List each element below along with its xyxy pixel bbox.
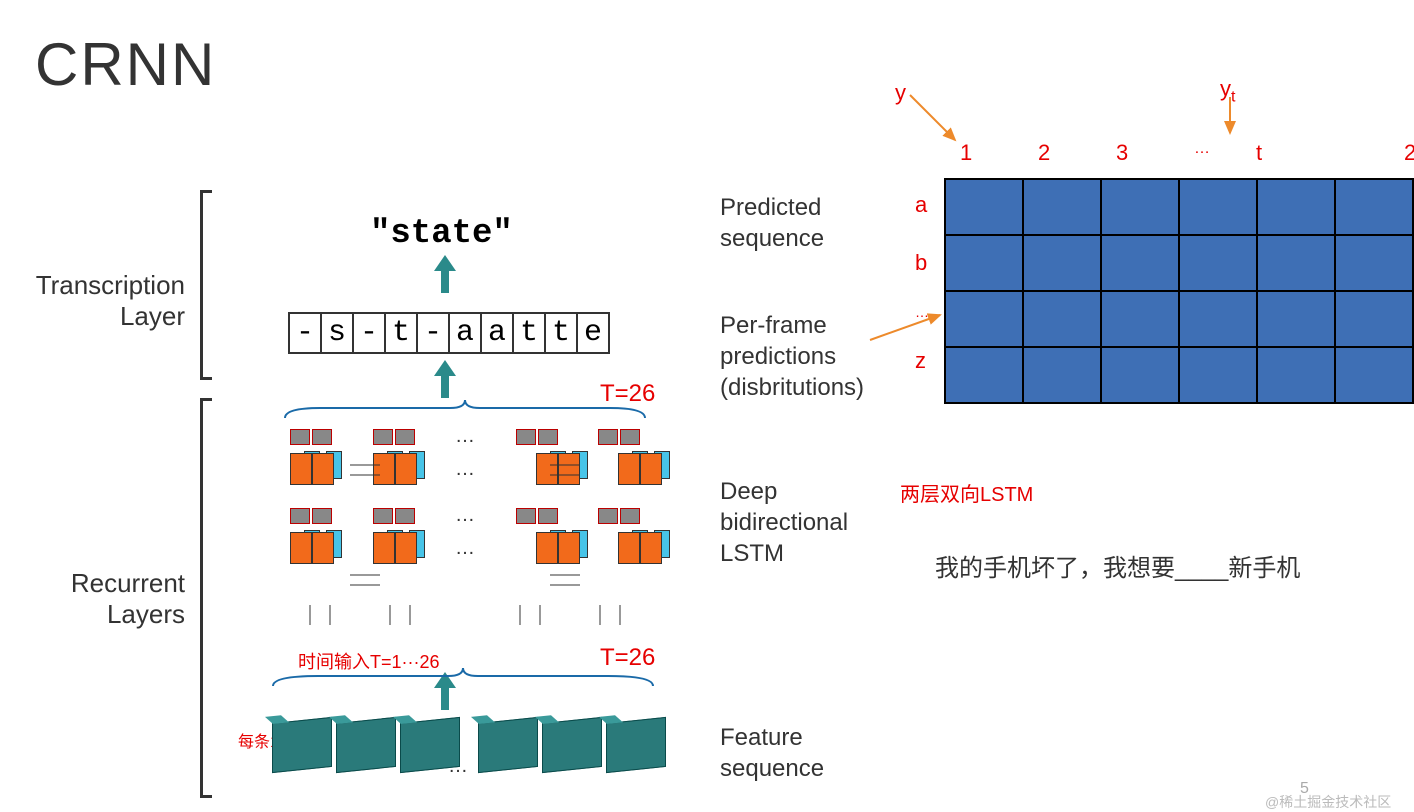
col-header: t (1256, 140, 1278, 166)
matrix-cell (1023, 347, 1101, 403)
row-header: b (915, 250, 929, 276)
matrix-cell (1101, 347, 1179, 403)
probability-matrix (944, 178, 1414, 404)
transcription-layer-label: Transcription Layer (15, 270, 185, 332)
matrix-cell (1023, 291, 1101, 347)
char-cell: a (480, 312, 514, 354)
lstm-cn-label: 两层双向LSTM (900, 478, 1033, 507)
feature-bars-left (272, 720, 460, 770)
matrix-cell (1335, 291, 1413, 347)
recurrent-layers-label: Recurrent Layers (50, 568, 185, 630)
lstm-connections (290, 425, 640, 625)
matrix-cell (1179, 291, 1257, 347)
brace-bottom (268, 668, 658, 688)
matrix-cell (1101, 235, 1179, 291)
transcription-bracket (200, 190, 212, 380)
matrix-cell (1023, 235, 1101, 291)
watermark: @稀土掘金技术社区 (1265, 792, 1391, 812)
orange-arrow-y (900, 85, 1240, 165)
example-sentence: 我的手机坏了，我想要____新手机 (935, 548, 1300, 583)
matrix-cell (945, 179, 1023, 235)
matrix-cell (1335, 179, 1413, 235)
char-cell: t (544, 312, 578, 354)
matrix-cell (1023, 179, 1101, 235)
col-header: 26 (1404, 140, 1414, 166)
char-cell: - (416, 312, 450, 354)
orange-arrow-perframe (865, 310, 965, 350)
char-cell: e (576, 312, 610, 354)
char-cell: t (384, 312, 418, 354)
matrix-cell (1335, 347, 1413, 403)
matrix-cell (1179, 235, 1257, 291)
brace-top (280, 400, 650, 420)
char-sequence: -s-t-aatte (288, 312, 610, 354)
char-cell: a (448, 312, 482, 354)
matrix-cell (1335, 235, 1413, 291)
row-header: z (915, 348, 929, 374)
char-cell: - (288, 312, 322, 354)
matrix-cell (1179, 347, 1257, 403)
row-header: a (915, 192, 929, 218)
slide-title: CRNN (35, 30, 216, 99)
matrix-cell (1257, 235, 1335, 291)
matrix-cell (945, 347, 1023, 403)
char-cell: t (512, 312, 546, 354)
matrix-cell (1101, 179, 1179, 235)
matrix-cell (1179, 179, 1257, 235)
output-word: "state" (370, 215, 513, 253)
recurrent-bracket (200, 398, 212, 798)
predicted-sequence-label: Predicted sequence (720, 192, 824, 254)
matrix-cell (1257, 347, 1335, 403)
deep-lstm-label: Deep bidirectional LSTM (720, 476, 848, 570)
per-frame-label: Per-frame predictions (disbritutions) (720, 310, 864, 404)
matrix-cell (945, 235, 1023, 291)
matrix-cell (1101, 291, 1179, 347)
arrow-up-icon (430, 255, 460, 295)
feature-bars-right (478, 720, 666, 770)
char-cell: - (352, 312, 386, 354)
feature-sequence-label: Feature sequence (720, 722, 824, 784)
feature-dots: … (448, 755, 468, 778)
matrix-cell (1257, 291, 1335, 347)
t26-top-label: T=26 (600, 380, 655, 408)
arrow-up-icon (430, 360, 460, 400)
char-cell: s (320, 312, 354, 354)
matrix-cell (1257, 179, 1335, 235)
